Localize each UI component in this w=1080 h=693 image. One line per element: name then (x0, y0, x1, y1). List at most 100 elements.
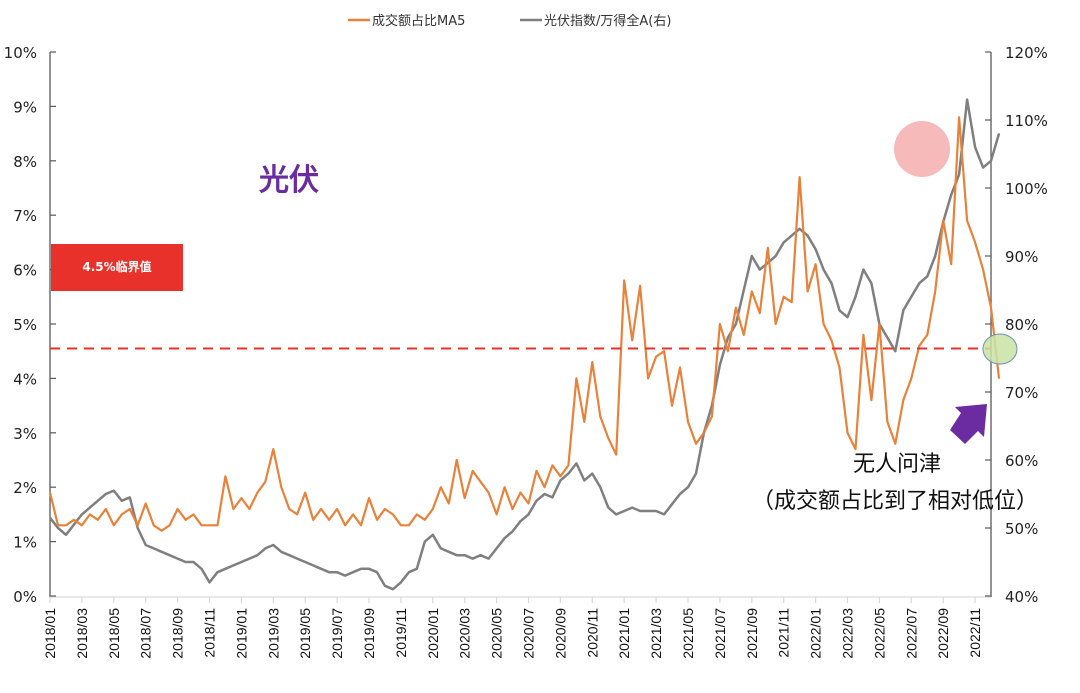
series1-point (902, 399, 904, 401)
series1-point (966, 220, 968, 222)
legend: 成交额占比MA5 光伏指数/万得全A(右) (348, 13, 671, 29)
right-tick-label: 120% (1005, 44, 1048, 62)
series2-point (272, 544, 274, 546)
left-tick-label: 5% (13, 316, 37, 334)
series1-point (440, 486, 442, 488)
series1-point (352, 513, 354, 516)
series2-point (408, 571, 410, 573)
series2-point (799, 228, 801, 230)
series1-point (695, 443, 697, 445)
series2-point (807, 235, 809, 237)
series2-point (982, 167, 984, 169)
series1-point (830, 339, 833, 341)
series2-point (535, 500, 538, 502)
series1-point (934, 290, 936, 292)
series1-point (687, 421, 689, 423)
series1-point (631, 339, 633, 341)
series2-point (177, 558, 179, 560)
series2-point (894, 350, 896, 352)
series2-point (511, 530, 514, 533)
series2-point (49, 517, 51, 519)
series1-point (360, 524, 362, 526)
left-tick-label: 2% (13, 479, 37, 497)
series1-point (192, 513, 195, 516)
series2-point (384, 585, 386, 587)
series2-point (336, 571, 338, 573)
series2-point (137, 527, 139, 529)
series2-point (583, 479, 585, 481)
left-tick-label: 0% (13, 588, 37, 606)
series2-point (567, 473, 569, 475)
series1-point (376, 519, 378, 521)
series1-point (671, 405, 673, 407)
x-tick-label: 2018/09 (170, 608, 186, 659)
series2-point (719, 364, 721, 366)
series1-point (623, 279, 625, 282)
x-tick-label: 2019/11 (393, 608, 409, 658)
series2-point (918, 282, 920, 284)
series2-point (304, 561, 306, 563)
annotation-line1: 无人问津 (853, 452, 941, 477)
series1-point (232, 508, 235, 510)
series1-point (304, 492, 306, 494)
series1-point (759, 312, 761, 314)
x-tick-label: 2020/05 (489, 608, 505, 659)
left-tick-label: 3% (13, 425, 37, 443)
series2-point (559, 479, 562, 481)
series2-point (934, 255, 936, 257)
x-tick-label: 2018/05 (106, 608, 122, 659)
x-tick-label: 2022/01 (808, 608, 824, 659)
series1-point (256, 492, 258, 494)
series2-point (647, 510, 649, 512)
series1-point (368, 497, 370, 499)
series2-point (830, 282, 833, 284)
series1-point (105, 508, 107, 510)
series1-point (496, 513, 498, 516)
x-tick-label: 2021/05 (680, 608, 696, 659)
series1-point (862, 334, 865, 336)
series2-point (288, 554, 290, 556)
series1-point (591, 361, 593, 363)
legend-label-series1: 成交额占比MA5 (372, 13, 465, 29)
series2-point (623, 510, 625, 512)
series1-point (129, 508, 131, 510)
series1-point (240, 497, 242, 499)
series2-point (392, 588, 394, 590)
series1-point (97, 519, 99, 521)
series1-point (775, 323, 777, 325)
series1-point (807, 290, 809, 292)
series2-point (400, 581, 402, 584)
series2-point (862, 269, 865, 271)
annotation-line2: （成交额占比到了相对低位） (752, 489, 1038, 514)
series2-point (296, 558, 298, 560)
series1-point (81, 524, 83, 526)
series1-point (384, 508, 386, 510)
series1-point (200, 524, 203, 526)
x-tick-label: 2018/07 (138, 608, 154, 659)
series2-point (145, 544, 147, 546)
series2-point (926, 275, 928, 277)
series1-point (184, 519, 187, 521)
series2-point (456, 554, 458, 556)
right-axis-ticks: 40% 50% 60% 70% 80% 90% 100% 110% 120% (985, 44, 1048, 606)
series2-point (679, 493, 681, 495)
series1-point (783, 296, 785, 298)
series2-point (607, 507, 609, 509)
series2-point (822, 269, 825, 271)
series2-point (256, 554, 258, 556)
series2-point (735, 323, 737, 325)
series2-point (184, 561, 187, 563)
series1-point (767, 247, 769, 249)
series2-point (89, 507, 91, 509)
series2-point (998, 133, 1000, 135)
series1-point (280, 486, 282, 488)
x-tick-label: 2018/01 (42, 608, 58, 659)
x-tick-label: 2022/03 (840, 608, 856, 659)
series1-point (113, 524, 115, 526)
series1-point (89, 513, 91, 516)
series1-point (799, 176, 801, 178)
left-tick-label: 10% (4, 44, 37, 62)
series2-point (208, 581, 211, 584)
series1-point (336, 508, 338, 510)
left-tick-label: 7% (13, 207, 37, 225)
